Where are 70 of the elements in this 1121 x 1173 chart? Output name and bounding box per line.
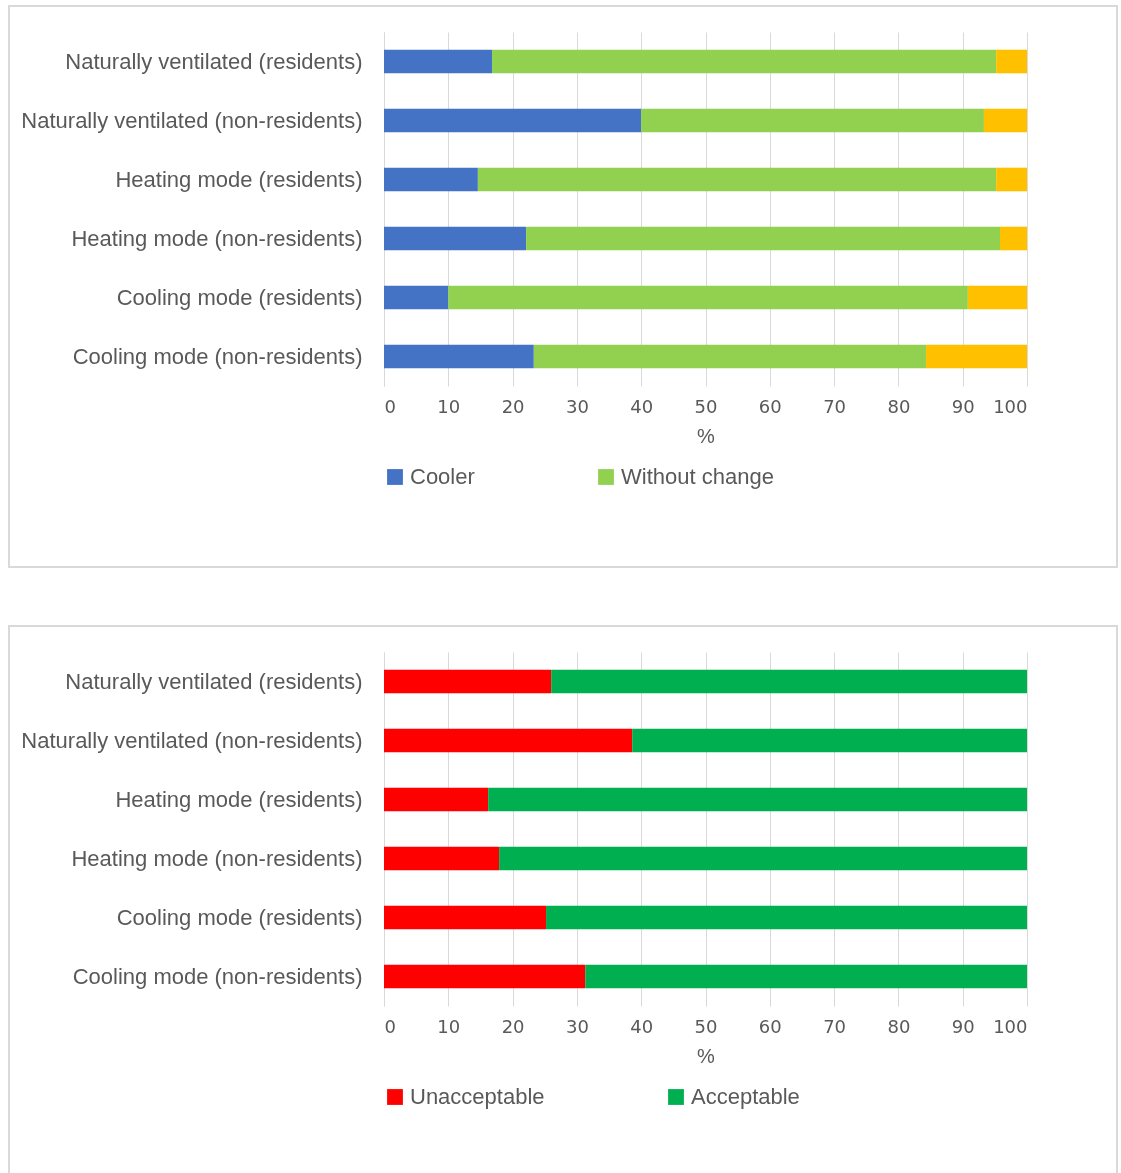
bar bbox=[632, 728, 1027, 753]
y-tick-label: Naturally ventilated (non-residents) bbox=[21, 107, 363, 133]
x-tick-label: 10 bbox=[437, 395, 461, 417]
x-tick-label: 100 bbox=[993, 395, 1028, 417]
legend-label: Unacceptable bbox=[410, 1084, 545, 1109]
bar bbox=[384, 49, 493, 74]
y-tick-label: Naturally ventilated (residents) bbox=[65, 668, 363, 694]
x-tick-label: 70 bbox=[823, 1015, 847, 1037]
bar bbox=[996, 167, 1027, 192]
x-tick-label: 20 bbox=[501, 395, 525, 417]
bar bbox=[926, 344, 1027, 369]
bar bbox=[967, 285, 1027, 310]
x-tick-label: 40 bbox=[630, 1015, 654, 1037]
bar bbox=[384, 108, 642, 133]
bar bbox=[384, 728, 633, 753]
bar bbox=[585, 964, 1027, 989]
bar bbox=[384, 964, 586, 989]
x-tick-label: 30 bbox=[565, 1015, 589, 1037]
bar bbox=[526, 226, 1000, 251]
bar bbox=[492, 49, 997, 74]
bar bbox=[477, 167, 997, 192]
x-tick-label: 60 bbox=[758, 1015, 782, 1037]
bar bbox=[384, 167, 478, 192]
bar bbox=[384, 905, 547, 930]
bar bbox=[546, 905, 1027, 930]
y-tick-label: Naturally ventilated (residents) bbox=[65, 48, 363, 74]
x-tick-label: 70 bbox=[823, 395, 847, 417]
x-tick-label: 80 bbox=[887, 1015, 911, 1037]
x-tick-label: 0 bbox=[384, 1015, 396, 1037]
x-tick-label: 100 bbox=[993, 1015, 1028, 1037]
y-tick-label: Cooling mode (non-residents) bbox=[72, 963, 363, 989]
bar bbox=[384, 344, 534, 369]
y-tick-label: Cooling mode (non-residents) bbox=[72, 343, 363, 369]
x-tick-label: 50 bbox=[694, 395, 718, 417]
bar bbox=[499, 846, 1027, 871]
x-axis-title: % bbox=[697, 424, 716, 447]
bar bbox=[996, 49, 1027, 74]
x-tick-label: 80 bbox=[887, 395, 911, 417]
legend-label: Cooler bbox=[410, 464, 475, 489]
legend-label: Without change bbox=[621, 464, 774, 489]
x-tick-label: 90 bbox=[951, 1015, 975, 1037]
x-axis-title: % bbox=[697, 1044, 716, 1067]
bar bbox=[533, 344, 927, 369]
x-tick-label: 40 bbox=[630, 395, 654, 417]
x-tick-label: 30 bbox=[565, 395, 589, 417]
y-tick-label: Heating mode (non-residents) bbox=[71, 845, 363, 871]
bar bbox=[384, 846, 500, 871]
bar bbox=[384, 226, 527, 251]
bar bbox=[384, 787, 489, 812]
x-tick-label: 50 bbox=[694, 1015, 718, 1037]
y-tick-label: Heating mode (non-residents) bbox=[71, 225, 363, 251]
bar bbox=[384, 285, 449, 310]
y-tick-label: Heating mode (residents) bbox=[115, 166, 363, 192]
bar bbox=[551, 669, 1027, 694]
y-tick-label: Cooling mode (residents) bbox=[116, 904, 363, 930]
bar bbox=[448, 285, 968, 310]
y-tick-label: Heating mode (residents) bbox=[115, 786, 363, 812]
x-tick-label: 10 bbox=[437, 1015, 461, 1037]
x-tick-label: 60 bbox=[758, 395, 782, 417]
x-tick-label: 0 bbox=[384, 395, 396, 417]
x-tick-label: 20 bbox=[501, 1015, 525, 1037]
bar bbox=[983, 108, 1027, 133]
legend-label: Acceptable bbox=[691, 1084, 800, 1109]
bar bbox=[999, 226, 1027, 251]
bar bbox=[641, 108, 984, 133]
x-tick-label: 90 bbox=[951, 395, 975, 417]
y-tick-label: Cooling mode (residents) bbox=[116, 284, 363, 310]
bar bbox=[384, 669, 552, 694]
bar bbox=[488, 787, 1027, 812]
y-tick-label: Naturally ventilated (non-residents) bbox=[21, 727, 363, 753]
